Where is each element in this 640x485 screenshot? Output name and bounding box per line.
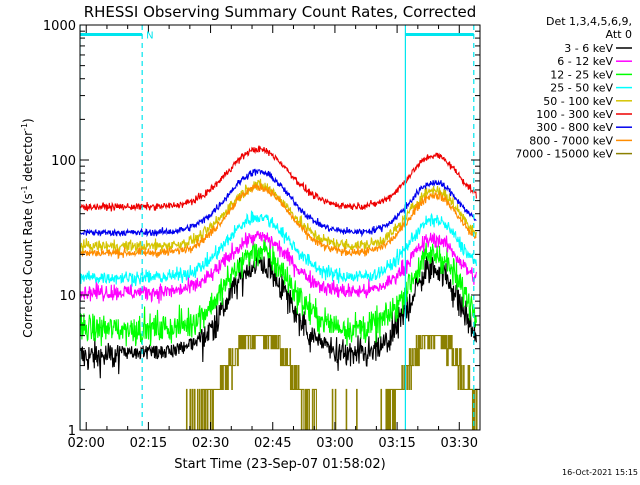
y-axis: 1 10 100 1000 <box>43 19 480 439</box>
legend-label: 300 - 800 keV <box>536 121 613 134</box>
series-layer <box>80 145 478 430</box>
plot-frame <box>79 24 481 431</box>
y-axis-label-end: ) <box>21 118 35 123</box>
legend-label: 800 - 7000 keV <box>529 134 613 147</box>
y-axis-label-main: Corrected Count Rate (s <box>21 193 35 337</box>
series-line-7000-15000-kev <box>106 335 478 430</box>
x-tick-label: 02:15 <box>130 436 167 451</box>
x-axis: 02:00 02:15 02:30 02:45 03:00 03:15 03:30 <box>67 25 481 451</box>
y-axis-label-sup1: -1 <box>20 185 29 193</box>
series-line-100-300-kev <box>80 145 477 212</box>
legend-header-line-1: Det 1,3,4,5,6,9, <box>546 15 632 28</box>
y-tick-label: 1 <box>68 424 76 439</box>
series-line-12-25-kev <box>80 239 477 347</box>
legend-label: 25 - 50 keV <box>550 82 613 95</box>
orbit-flag-label: N <box>146 31 153 42</box>
legend-header-line-2: Att 0 <box>606 28 632 41</box>
series-line-3-6-kev <box>80 249 477 379</box>
series-line-300-800-kev <box>80 168 477 238</box>
x-axis-label: Start Time (23-Sep-07 01:58:02) <box>174 457 385 472</box>
y-tick-label: 1000 <box>43 19 76 34</box>
legend-label: 50 - 100 keV <box>543 95 613 108</box>
y-axis-label: Corrected Count Rate (s-1 detector-1) <box>20 118 35 337</box>
series-line-6-12-kev <box>80 230 477 304</box>
y-tick-label: 100 <box>51 154 76 169</box>
x-tick-label: 03:15 <box>378 436 415 451</box>
footer-timestamp: 16-Oct-2021 15:15 <box>562 468 638 477</box>
x-tick-label: 02:30 <box>192 436 229 451</box>
x-tick-label: 03:00 <box>316 436 353 451</box>
y-axis-label-mid: detector <box>21 131 35 186</box>
legend-label: 7000 - 15000 keV <box>515 148 613 161</box>
orbit-marker-layer <box>80 25 475 430</box>
x-tick-label: 02:00 <box>67 436 104 451</box>
x-tick-label: 02:45 <box>254 436 291 451</box>
y-tick-label: 10 <box>59 289 76 304</box>
legend-label: 12 - 25 keV <box>550 68 613 81</box>
series-line-25-50-kev <box>80 210 477 287</box>
y-axis-label-sup2: -1 <box>20 123 29 131</box>
legend-label: 6 - 12 keV <box>557 55 613 68</box>
legend-label: 3 - 6 keV <box>564 42 613 55</box>
legend-label: 100 - 300 keV <box>536 108 613 121</box>
chart-title: RHESSI Observing Summary Count Rates, Co… <box>84 3 477 21</box>
series-line-800-7000-kev <box>80 183 477 260</box>
x-tick-label: 03:30 <box>441 436 478 451</box>
